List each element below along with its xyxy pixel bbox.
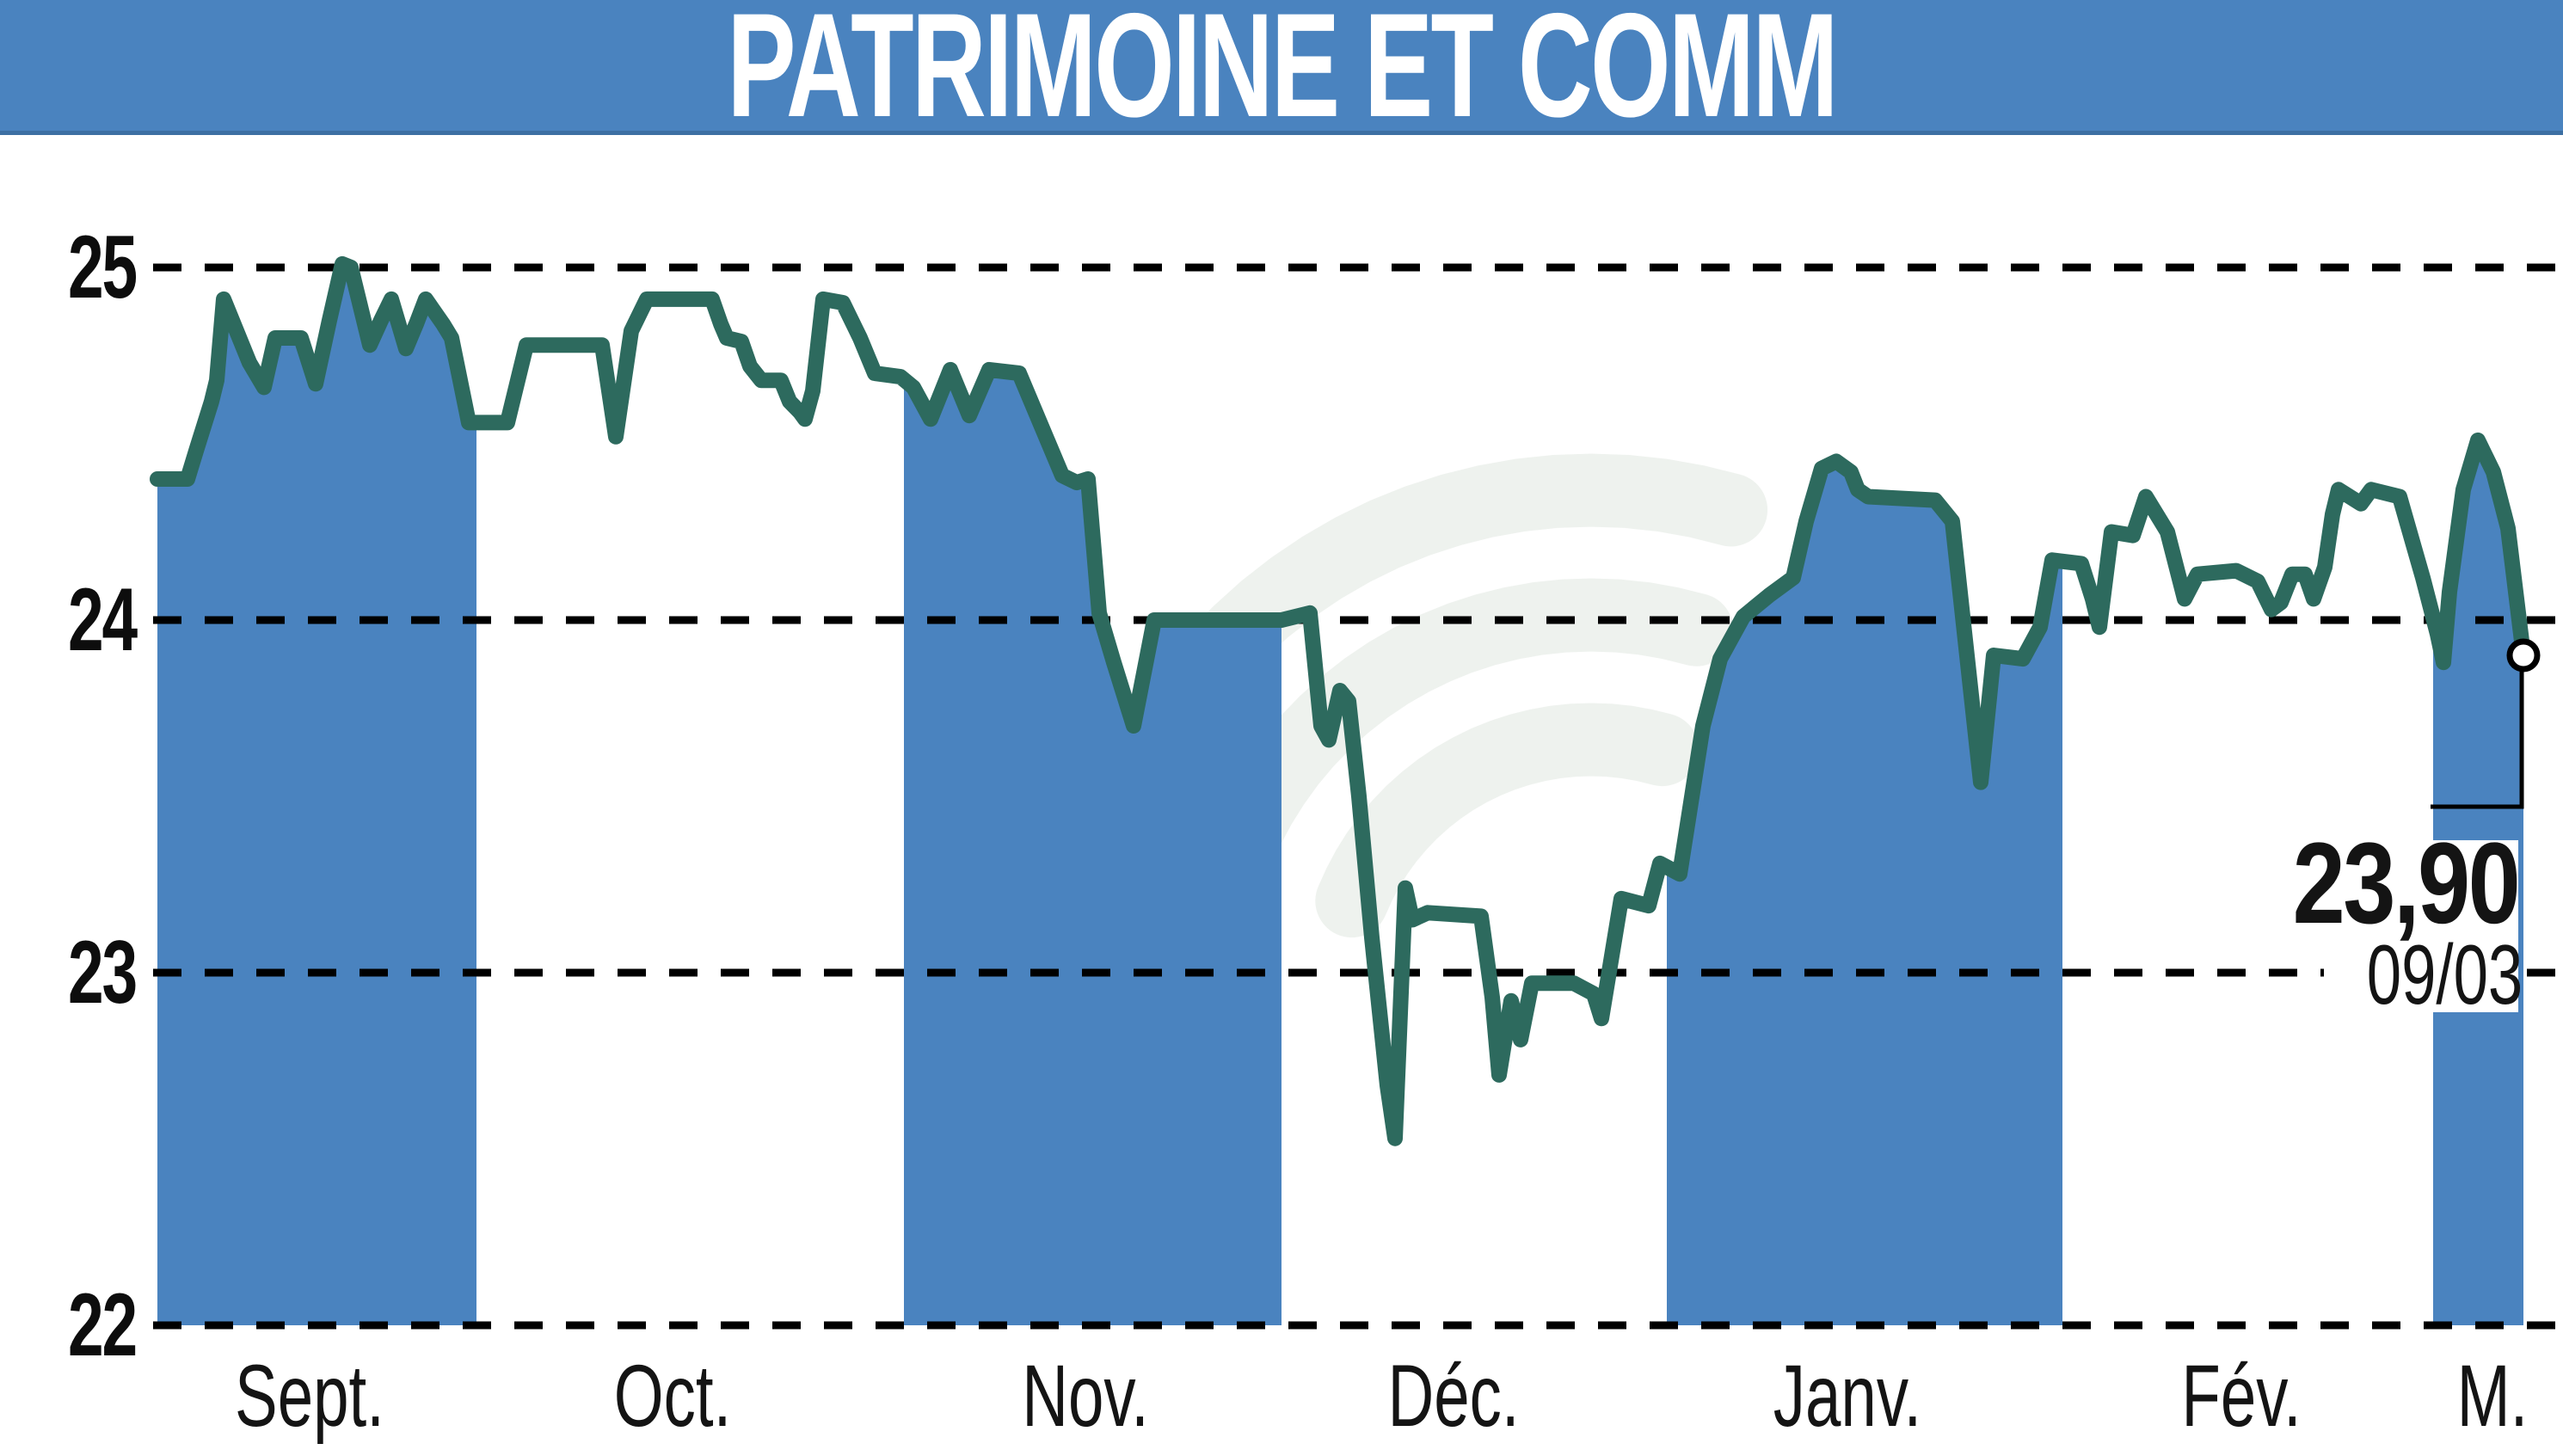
y-axis-tick-label: 24 — [68, 570, 138, 670]
price-callout-line — [2431, 670, 2524, 809]
x-axis-month-label: Oct. — [613, 1347, 732, 1445]
x-axis-month-label: Déc. — [1387, 1347, 1520, 1445]
x-axis-month-label: Fév. — [2181, 1347, 2302, 1445]
y-axis-tick-label: 23 — [68, 923, 138, 1023]
last-price-date: 09/03 — [2366, 927, 2523, 1022]
x-axis-month-label: Janv. — [1773, 1347, 1922, 1445]
x-axis-month-label: Nov. — [1022, 1347, 1149, 1445]
header-banner: PATRIMOINE ET COMM — [0, 0, 2563, 148]
price-line — [150, 255, 2531, 1146]
last-point-marker — [2506, 638, 2541, 673]
watermark-arc-icon — [1199, 578, 1734, 891]
chart-title: PATRIMOINE ET COMM — [727, 0, 1838, 148]
last-price-value: 23,90 — [2292, 820, 2520, 948]
y-axis-tick-label: 22 — [68, 1275, 138, 1375]
price-label-background — [2324, 840, 2518, 1012]
y-axis-tick-label: 25 — [68, 218, 138, 317]
x-axis-month-label: M. — [2456, 1347, 2529, 1445]
watermark-arc-icon — [1315, 703, 1699, 938]
x-axis-month-label: Sept. — [235, 1347, 384, 1445]
